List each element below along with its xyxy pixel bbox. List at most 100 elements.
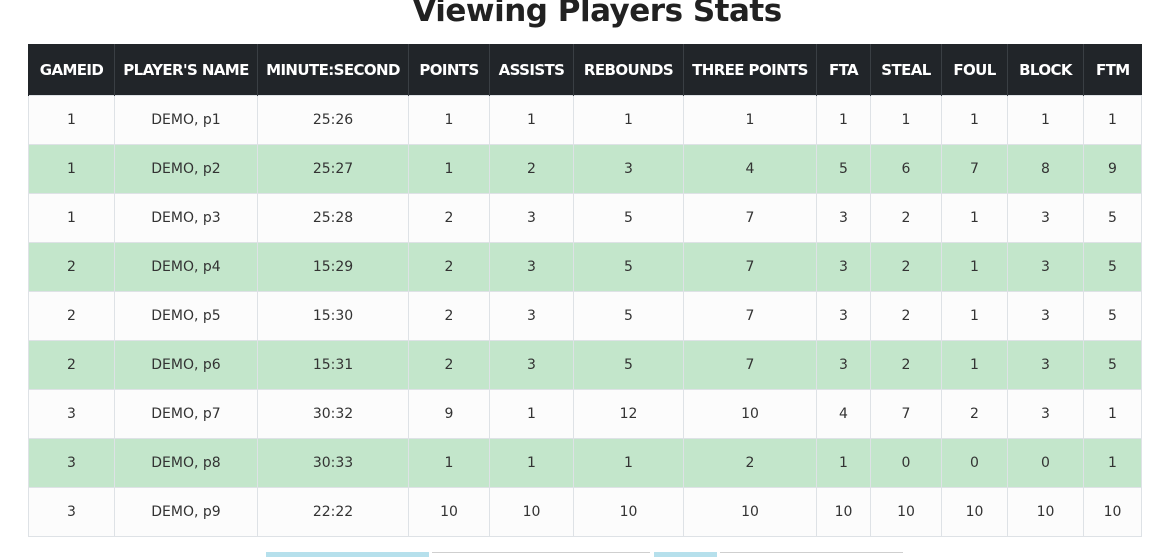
table-cell: 10 <box>1083 487 1142 537</box>
table-cell: 3 <box>573 144 684 194</box>
table-cell: 2 <box>489 144 574 194</box>
column-header-minute-second: MINUTE:SECOND <box>257 44 409 96</box>
table-cell: 1 <box>489 389 574 439</box>
table-cell: DEMO, p5 <box>114 291 258 341</box>
table-cell: 30:33 <box>257 438 409 488</box>
table-cell: DEMO, p6 <box>114 340 258 390</box>
table-cell: 9 <box>408 389 490 439</box>
table-cell: 0 <box>870 438 942 488</box>
table-row: 1 DEMO, p2 25:27 1 2 3 4 5 6 7 8 9 <box>28 144 1142 194</box>
table-cell: 7 <box>941 144 1008 194</box>
table-cell: 1 <box>28 193 115 243</box>
table-cell: 3 <box>816 242 871 292</box>
table-cell: 3 <box>489 242 574 292</box>
column-header-ftm: FTM <box>1083 44 1142 96</box>
table-cell: 1 <box>1083 389 1142 439</box>
table-cell: 1 <box>1007 95 1084 145</box>
table-cell: 30:32 <box>257 389 409 439</box>
table-cell: 2 <box>870 193 942 243</box>
table-cell: 12 <box>573 389 684 439</box>
table-cell: 25:28 <box>257 193 409 243</box>
table-cell: 7 <box>870 389 942 439</box>
table-cell: 22:22 <box>257 487 409 537</box>
table-cell: 5 <box>1083 242 1142 292</box>
table-cell: 1 <box>573 95 684 145</box>
table-cell: 7 <box>683 193 817 243</box>
table-cell: 3 <box>1007 389 1084 439</box>
table-cell: 4 <box>683 144 817 194</box>
table-cell: 5 <box>816 144 871 194</box>
table-cell: 1 <box>870 95 942 145</box>
table-row: 2 DEMO, p6 15:31 2 3 5 7 3 2 1 3 5 <box>28 340 1142 390</box>
pagination-button[interactable] <box>654 552 717 557</box>
table-cell: 1 <box>941 95 1008 145</box>
table-cell: 25:26 <box>257 95 409 145</box>
table-cell: 1 <box>941 340 1008 390</box>
table-cell: 0 <box>941 438 1008 488</box>
column-header-three-points: THREE POINTS <box>683 44 817 96</box>
table-cell: 10 <box>816 487 871 537</box>
table-cell: 3 <box>489 340 574 390</box>
table-cell: 3 <box>28 487 115 537</box>
table-row: 1 DEMO, p3 25:28 2 3 5 7 3 2 1 3 5 <box>28 193 1142 243</box>
table-cell: 10 <box>573 487 684 537</box>
column-header-steal: STEAL <box>870 44 942 96</box>
column-header-fta: FTA <box>816 44 871 96</box>
column-header-rebounds: REBOUNDS <box>573 44 684 96</box>
table-cell: 2 <box>408 291 490 341</box>
table-cell: 1 <box>408 438 490 488</box>
table-cell: 3 <box>1007 291 1084 341</box>
table-body: 1 DEMO, p1 25:26 1 1 1 1 1 1 1 1 1 1 DEMO, p2 25:27 1 2 3… <box>28 95 1142 537</box>
column-header-foul: FOUL <box>941 44 1008 96</box>
table-cell: 1 <box>816 95 871 145</box>
table-cell: 3 <box>816 291 871 341</box>
table-cell: 2 <box>408 340 490 390</box>
pagination-button[interactable] <box>432 552 650 557</box>
table-cell: 5 <box>573 291 684 341</box>
table-cell: 1 <box>941 193 1008 243</box>
table-cell: 3 <box>1007 242 1084 292</box>
table-cell: 1 <box>941 242 1008 292</box>
column-header-assists: ASSISTS <box>489 44 574 96</box>
table-cell: 5 <box>1083 340 1142 390</box>
table-row: 1 DEMO, p1 25:26 1 1 1 1 1 1 1 1 1 <box>28 95 1142 145</box>
table-cell: 1 <box>489 438 574 488</box>
table-cell: 7 <box>683 242 817 292</box>
table-cell: 3 <box>28 438 115 488</box>
table-cell: 2 <box>408 193 490 243</box>
pagination-button[interactable] <box>266 552 429 557</box>
table-cell: 25:27 <box>257 144 409 194</box>
table-cell: 8 <box>1007 144 1084 194</box>
table-cell: 5 <box>573 242 684 292</box>
table-cell: 1 <box>816 438 871 488</box>
page-title: Viewing Players Stats <box>412 0 782 29</box>
table-cell: 1 <box>28 95 115 145</box>
table-cell: 1 <box>573 438 684 488</box>
table-cell: 10 <box>683 487 817 537</box>
table-cell: DEMO, p8 <box>114 438 258 488</box>
table-cell: DEMO, p2 <box>114 144 258 194</box>
pagination-controls <box>0 552 1152 557</box>
table-cell: 2 <box>870 340 942 390</box>
table-cell: 15:29 <box>257 242 409 292</box>
table-cell: 1 <box>683 95 817 145</box>
table-cell: 2 <box>870 291 942 341</box>
pagination-button[interactable] <box>720 552 903 557</box>
table-cell: 1 <box>1083 95 1142 145</box>
table-cell: DEMO, p7 <box>114 389 258 439</box>
table-cell: 7 <box>683 340 817 390</box>
table-cell: 1 <box>1083 438 1142 488</box>
table-cell: 5 <box>1083 193 1142 243</box>
table-cell: 3 <box>1007 340 1084 390</box>
table-cell: DEMO, p9 <box>114 487 258 537</box>
column-header-block: BLOCK <box>1007 44 1084 96</box>
table-cell: 7 <box>683 291 817 341</box>
table-cell: 2 <box>941 389 1008 439</box>
table-cell: 5 <box>1083 291 1142 341</box>
table-cell: 10 <box>870 487 942 537</box>
table-header: GAMEID PLAYER'S NAME MINUTE:SECOND POINTS AS… <box>28 44 1142 96</box>
table-cell: DEMO, p3 <box>114 193 258 243</box>
column-header-points: POINTS <box>408 44 490 96</box>
table-cell: 10 <box>489 487 574 537</box>
table-cell: 10 <box>1007 487 1084 537</box>
